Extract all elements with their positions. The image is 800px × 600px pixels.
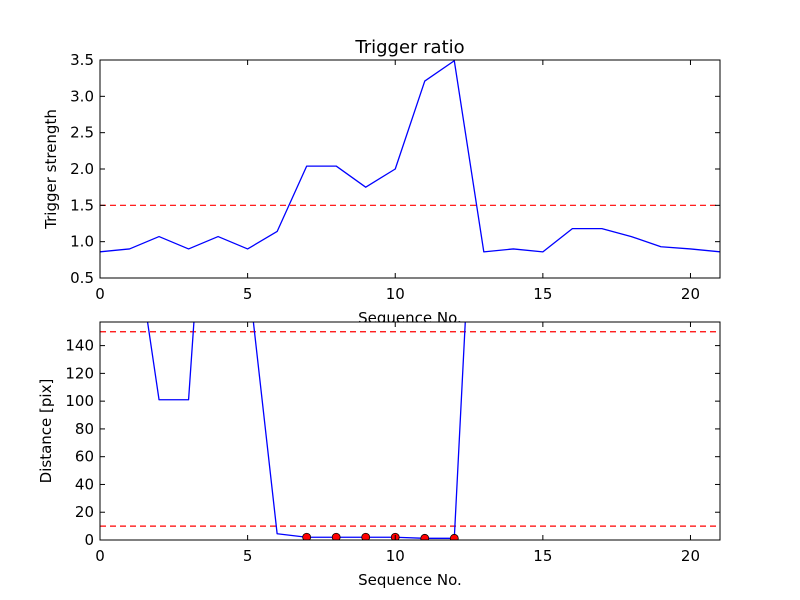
top-x-tick-label-1: 5 [243, 285, 253, 303]
top-x-tick-label-4: 20 [681, 285, 700, 303]
bottom-y-tick-label-4: 80 [75, 420, 94, 438]
top-x-tick-label-2: 10 [386, 285, 405, 303]
bottom-x-tick-label-0: 0 [95, 547, 105, 565]
top-y-ticks: 0.5 1.0 1.5 2.0 2.5 3.0 3.5 [70, 51, 720, 287]
bottom-y-tick-label-3: 60 [75, 448, 94, 466]
bottom-threshold-lines [100, 331, 720, 527]
distance-line [146, 322, 466, 539]
trigger-strength-line [100, 60, 720, 253]
bottom-y-tick-label-6: 120 [65, 364, 94, 382]
bottom-y-tick-label-0: 0 [84, 531, 94, 549]
distance-marker-1 [331, 532, 341, 540]
top-y-tick-label-6: 3.5 [70, 51, 94, 69]
top-x-tick-label-0: 0 [95, 285, 105, 303]
bottom-x-tick-label-1: 5 [243, 547, 253, 565]
top-x-ticks: 0 5 10 15 20 [95, 60, 700, 303]
top-y-tick-label-0: 0.5 [70, 269, 94, 287]
bottom-plot-background [100, 322, 720, 540]
bottom-x-axis-label: Sequence No. [358, 571, 462, 589]
distance-marker-5 [449, 533, 459, 540]
top-y-axis-label: Trigger strength [42, 109, 60, 230]
bottom-x-ticks: 0 5 10 15 20 [95, 322, 700, 565]
bottom-x-tick-label-3: 15 [533, 547, 552, 565]
top-y-tick-label-3: 2.0 [70, 160, 94, 178]
top-y-tick-label-1: 1.0 [70, 233, 94, 251]
distance-marker-0 [302, 532, 312, 540]
bottom-y-tick-label-1: 20 [75, 503, 94, 521]
distance-markers [302, 532, 459, 540]
bottom-x-tick-label-2: 10 [386, 547, 405, 565]
chart-title: Trigger ratio [354, 37, 464, 58]
distance-marker-4 [420, 533, 430, 540]
chart-bottom: 0 5 10 15 20 0 20 40 60 80 100 120 140 Sequence No.… [37, 321, 721, 589]
bottom-x-tick-label-4: 20 [681, 547, 700, 565]
top-x-tick-label-3: 15 [533, 285, 552, 303]
bottom-y-tick-label-5: 100 [65, 392, 94, 410]
bottom-plot-frame [99, 321, 721, 541]
bottom-y-tick-label-7: 140 [65, 337, 94, 355]
bottom-y-ticks: 0 20 40 60 80 100 120 140 [65, 337, 720, 549]
top-y-tick-label-4: 2.5 [70, 124, 94, 142]
bottom-y-tick-label-2: 40 [75, 475, 94, 493]
distance-marker-2 [361, 532, 371, 540]
bottom-y-axis-label: Distance [pix] [37, 379, 55, 484]
top-y-tick-label-5: 3.0 [70, 87, 94, 105]
top-y-tick-label-2: 1.5 [70, 196, 94, 214]
